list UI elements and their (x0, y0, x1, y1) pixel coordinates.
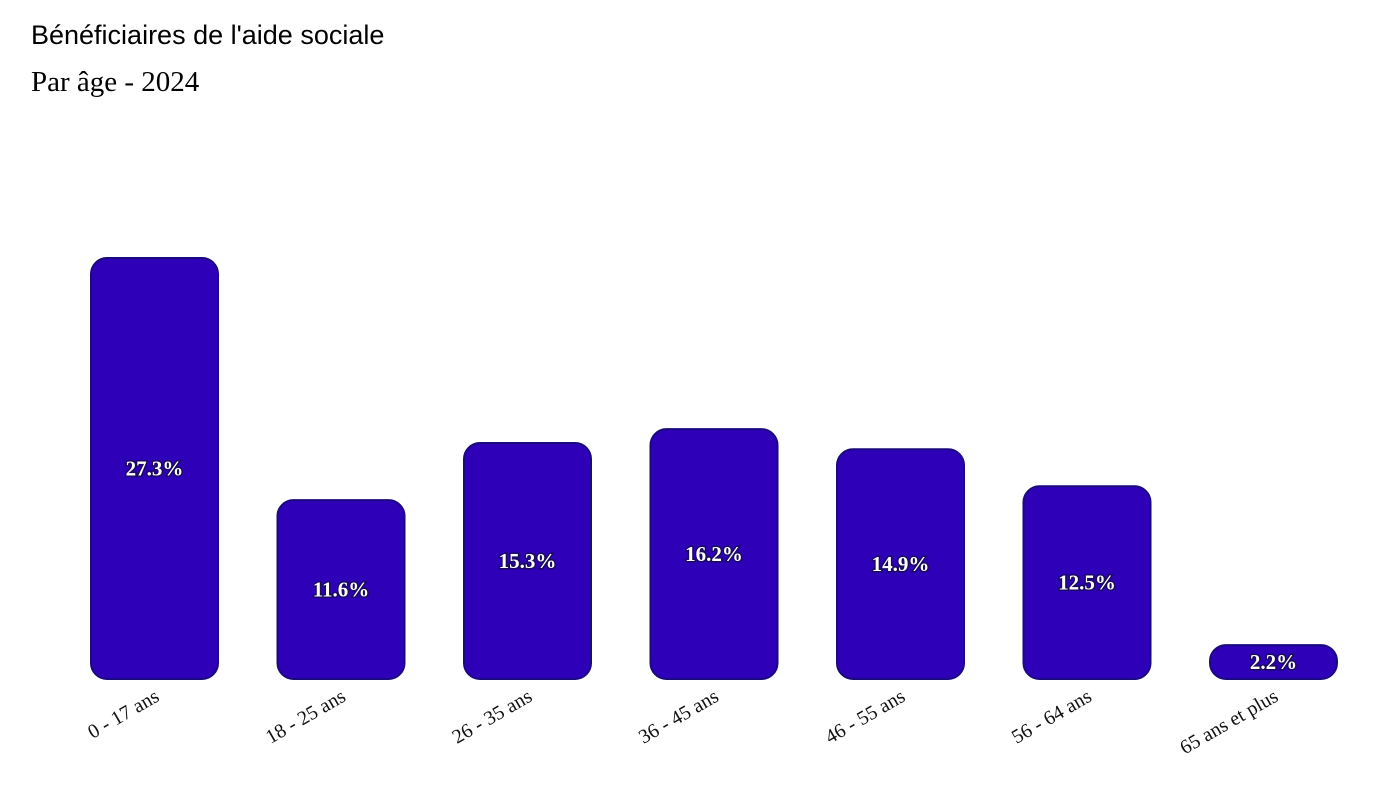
data-label: 27.3% (126, 457, 184, 481)
x-tick-label: 26 - 35 ans (449, 685, 537, 748)
data-label: 12.5% (1058, 571, 1116, 595)
bar (463, 442, 592, 680)
chart-title: Bénéficiaires de l'aide sociale (31, 20, 385, 50)
data-label: 15.3% (499, 549, 557, 573)
bar (1209, 644, 1338, 680)
x-tick-label: 46 - 55 ans (822, 685, 910, 748)
data-label: 2.2% (1250, 650, 1297, 674)
x-tick-label: 56 - 64 ans (1008, 685, 1096, 748)
x-tick-label: 0 - 17 ans (84, 685, 163, 743)
x-tick-label: 36 - 45 ans (635, 685, 723, 748)
x-tick-label: 65 ans et plus (1176, 685, 1282, 759)
bar (836, 448, 965, 680)
bar (276, 499, 406, 680)
x-tick-label: 18 - 25 ans (262, 685, 350, 748)
bar (649, 428, 779, 680)
data-label: 11.6% (313, 578, 370, 602)
bar (90, 257, 219, 680)
data-label: 16.2% (685, 542, 743, 566)
bar (1022, 485, 1152, 680)
chart-subtitle: Par âge - 2024 (31, 66, 200, 98)
data-label: 14.9% (872, 552, 930, 576)
